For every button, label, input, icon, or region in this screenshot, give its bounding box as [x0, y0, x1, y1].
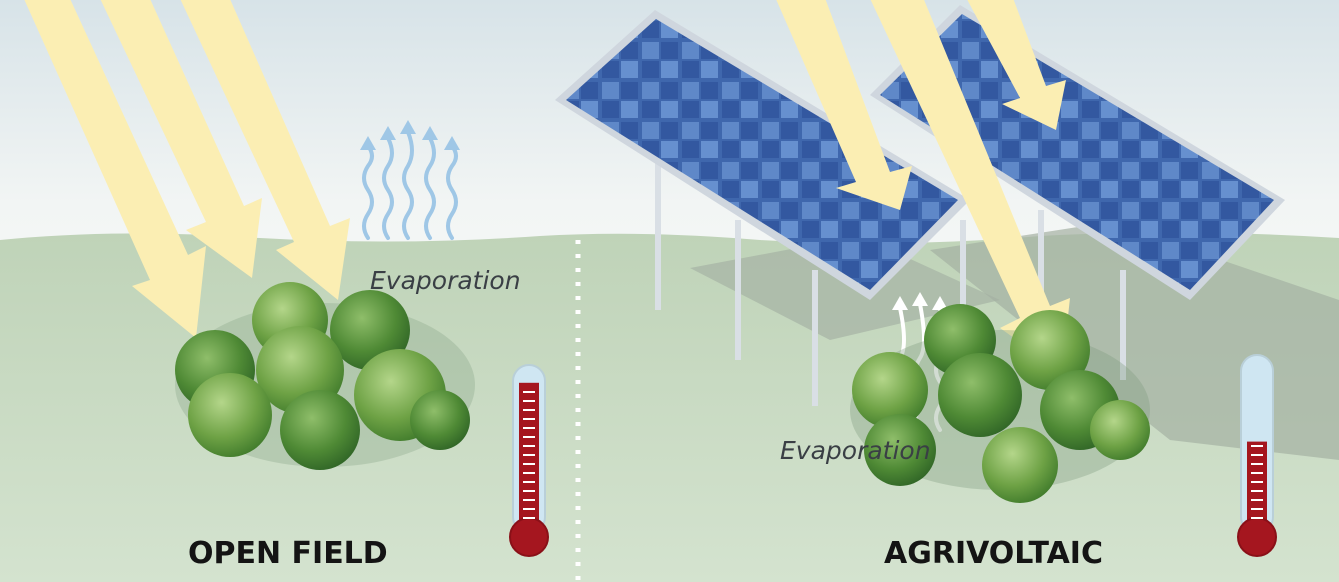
- plant-icon: [1090, 400, 1150, 460]
- plant-icon: [852, 352, 928, 428]
- plant-icon: [864, 414, 936, 486]
- sun-ray-arrow: [100, 0, 262, 278]
- open-field-scene: [24, 0, 549, 557]
- plant-cluster-open-field: [175, 282, 475, 470]
- vapor-arrow: [400, 120, 416, 240]
- sun-ray-arrow: [870, 0, 1070, 372]
- solar-panel: [555, 10, 970, 406]
- vapor-arrows-open-field: [360, 120, 460, 240]
- sun-ray-arrow: [776, 0, 912, 210]
- sun-rays-open-field: [24, 0, 350, 338]
- agrivoltaic-title: AGRIVOLTAIC: [884, 536, 1103, 571]
- vapor-arrow: [444, 136, 460, 240]
- vapor-arrow: [360, 136, 376, 240]
- plant-icon: [410, 390, 470, 450]
- evaporation-label-open-field: Evaporation: [370, 266, 521, 295]
- plant-icon: [330, 290, 410, 370]
- evaporation-label-agrivoltaic: Evaporation: [780, 436, 931, 465]
- agrivoltaic-scene: [555, 0, 1339, 557]
- plant-icon: [280, 390, 360, 470]
- sun-ray-arrow: [180, 0, 350, 300]
- plant-icon: [982, 427, 1058, 503]
- thermometer-fill: [519, 382, 539, 534]
- thermometer-icon: [509, 364, 549, 557]
- open-field-title: OPEN FIELD: [188, 536, 388, 571]
- sun-ray-arrow: [967, 0, 1066, 130]
- plant-icon: [1010, 310, 1090, 390]
- vapor-arrow: [422, 126, 438, 240]
- plant-icon: [188, 373, 272, 457]
- vapor-arrow: [380, 126, 396, 240]
- plant-icon: [938, 353, 1022, 437]
- sun-ray-arrow: [24, 0, 206, 338]
- sun-rays-agrivoltaic: [776, 0, 1070, 372]
- thermometer-icon: [1237, 354, 1277, 557]
- plant-cluster-agrivoltaic: [850, 304, 1150, 503]
